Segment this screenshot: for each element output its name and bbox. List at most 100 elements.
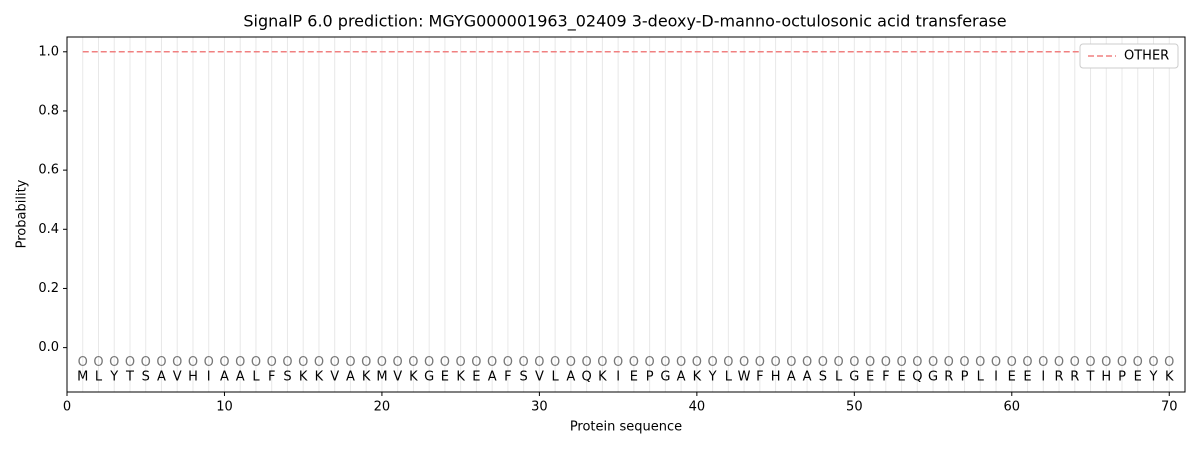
predicted-label: O bbox=[93, 355, 103, 370]
residue-label: K bbox=[315, 370, 324, 385]
predicted-label: O bbox=[314, 355, 324, 370]
predicted-label: O bbox=[597, 355, 607, 370]
predicted-label: O bbox=[629, 355, 639, 370]
residue-label: A bbox=[787, 370, 796, 385]
residue-label: F bbox=[882, 370, 889, 385]
y-tick-label: 0.0 bbox=[38, 340, 59, 355]
residue-label: S bbox=[520, 370, 528, 385]
predicted-label: O bbox=[361, 355, 371, 370]
predicted-label: O bbox=[125, 355, 135, 370]
x-axis-label: Protein sequence bbox=[570, 420, 682, 435]
predicted-label: O bbox=[755, 355, 765, 370]
predicted-label: O bbox=[1117, 355, 1127, 370]
predicted-label: O bbox=[881, 355, 891, 370]
predicted-label: O bbox=[141, 355, 151, 370]
residue-label: H bbox=[771, 370, 781, 385]
predicted-label: O bbox=[377, 355, 387, 370]
predicted-label: O bbox=[912, 355, 922, 370]
predicted-label: O bbox=[440, 355, 450, 370]
predicted-label: O bbox=[928, 355, 938, 370]
residue-label: I bbox=[994, 370, 998, 385]
predicted-label: O bbox=[156, 355, 166, 370]
residue-label: L bbox=[835, 370, 843, 385]
residue-label: L bbox=[552, 370, 560, 385]
x-tick-label: 20 bbox=[374, 400, 391, 415]
predicted-label: O bbox=[849, 355, 859, 370]
predicted-label: O bbox=[471, 355, 481, 370]
predicted-label: O bbox=[959, 355, 969, 370]
residue-label: G bbox=[424, 370, 434, 385]
y-tick-label: 0.6 bbox=[38, 163, 59, 178]
residue-label: R bbox=[1055, 370, 1064, 385]
predicted-label: O bbox=[487, 355, 497, 370]
residue-label: P bbox=[1118, 370, 1126, 385]
predicted-label: O bbox=[503, 355, 513, 370]
predicted-label: O bbox=[786, 355, 796, 370]
predicted-label: O bbox=[1054, 355, 1064, 370]
residue-label: I bbox=[1041, 370, 1045, 385]
predicted-label: O bbox=[188, 355, 198, 370]
residue-label: M bbox=[77, 370, 88, 385]
y-tick-label: 0.8 bbox=[38, 103, 59, 118]
predicted-label: O bbox=[707, 355, 717, 370]
predicted-label: O bbox=[896, 355, 906, 370]
residue-label: Q bbox=[582, 370, 592, 385]
residue-label: Y bbox=[109, 370, 118, 385]
residue-label: K bbox=[362, 370, 371, 385]
predicted-label: O bbox=[676, 355, 686, 370]
predicted-label: O bbox=[739, 355, 749, 370]
predicted-label: O bbox=[251, 355, 261, 370]
residue-label: L bbox=[725, 370, 733, 385]
residue-label: F bbox=[268, 370, 275, 385]
predicted-label: O bbox=[109, 355, 119, 370]
chart-title: SignalP 6.0 prediction: MGYG000001963_02… bbox=[243, 12, 1006, 32]
predicted-label: O bbox=[1085, 355, 1095, 370]
residue-label: E bbox=[1023, 370, 1031, 385]
predicted-label: O bbox=[770, 355, 780, 370]
residue-label: G bbox=[849, 370, 859, 385]
residue-label: A bbox=[488, 370, 497, 385]
predicted-label: O bbox=[660, 355, 670, 370]
predicted-label: O bbox=[408, 355, 418, 370]
predicted-label: O bbox=[267, 355, 277, 370]
predicted-label: O bbox=[519, 355, 529, 370]
predicted-label: O bbox=[1070, 355, 1080, 370]
residue-label: G bbox=[928, 370, 938, 385]
legend-box bbox=[1079, 43, 1179, 69]
predicted-label: O bbox=[550, 355, 560, 370]
residue-label: H bbox=[188, 370, 198, 385]
x-tick-label: 10 bbox=[216, 400, 233, 415]
residue-label: A bbox=[803, 370, 812, 385]
y-axis-label: Probability bbox=[15, 179, 30, 248]
residue-label: S bbox=[819, 370, 827, 385]
y-tick-label: 0.4 bbox=[38, 222, 59, 237]
predicted-label: O bbox=[282, 355, 292, 370]
residue-label: K bbox=[1165, 370, 1174, 385]
residue-label: A bbox=[566, 370, 575, 385]
predicted-label: O bbox=[219, 355, 229, 370]
predicted-label: O bbox=[613, 355, 623, 370]
predicted-label: O bbox=[1148, 355, 1158, 370]
residue-label: V bbox=[535, 370, 544, 385]
predicted-label: O bbox=[78, 355, 88, 370]
residue-label: S bbox=[142, 370, 150, 385]
predicted-label: O bbox=[833, 355, 843, 370]
residue-label: M bbox=[376, 370, 387, 385]
predicted-label: O bbox=[424, 355, 434, 370]
predicted-label: O bbox=[1022, 355, 1032, 370]
x-tick-label: 30 bbox=[531, 400, 548, 415]
residue-label: K bbox=[693, 370, 702, 385]
residue-label: V bbox=[330, 370, 339, 385]
x-tick-label: 60 bbox=[1004, 400, 1021, 415]
residue-label: H bbox=[1101, 370, 1111, 385]
residue-label: K bbox=[299, 370, 308, 385]
predicted-label: O bbox=[645, 355, 655, 370]
residue-label: T bbox=[125, 370, 134, 385]
plot-frame bbox=[66, 36, 1186, 393]
predicted-label: O bbox=[1007, 355, 1017, 370]
legend-label: OTHER bbox=[1124, 49, 1169, 64]
residue-label: E bbox=[441, 370, 449, 385]
residue-label: I bbox=[616, 370, 620, 385]
predicted-label: O bbox=[298, 355, 308, 370]
